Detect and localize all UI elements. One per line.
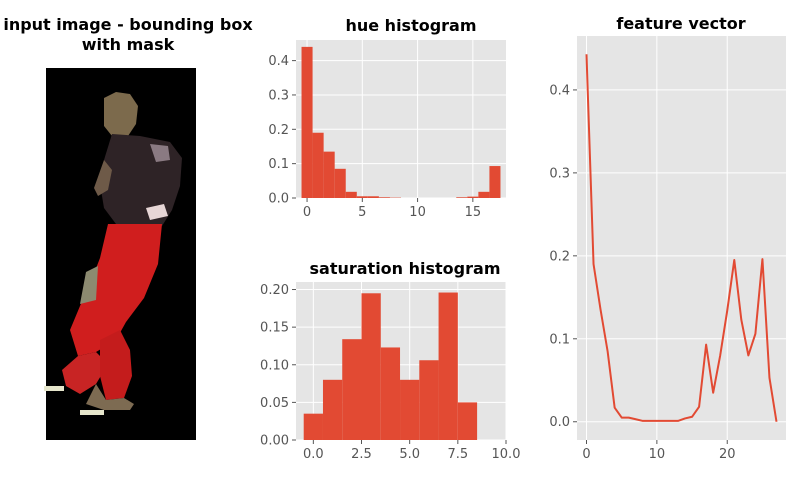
- hue-histogram-bar: [378, 197, 390, 198]
- saturation-histogram-bar: [380, 347, 401, 440]
- hue-histogram-ytick-label: 0.4: [268, 54, 289, 69]
- hue-histogram-bar: [301, 46, 313, 198]
- hue-histogram-title: hue histogram: [345, 16, 476, 35]
- hue-histogram-bar: [312, 132, 324, 198]
- feature-vector-ytick-label: 0.1: [549, 332, 570, 347]
- feature-vector-ticks: 0 10 20 0.0 0.1 0.2 0.3 0.4: [549, 83, 735, 462]
- saturation-histogram-bar: [303, 413, 323, 440]
- feature-vector-ytick-label: 0.0: [549, 415, 570, 430]
- feature-vector-grid: [577, 36, 786, 440]
- hue-histogram-xtick-label: 5: [358, 205, 366, 220]
- hue-histogram-bar: [456, 197, 468, 198]
- image-panel-title-line2: with mask: [82, 35, 175, 54]
- hue-histogram-ytick-label: 0.2: [268, 123, 289, 138]
- hue-histogram-bar: [489, 166, 501, 198]
- feature-vector-plot-area: [577, 36, 786, 440]
- feature-vector-ytick-label: 0.4: [549, 83, 570, 98]
- saturation-histogram-bar: [400, 379, 420, 440]
- saturation-histogram-ytick-label: 0.00: [260, 434, 289, 449]
- saturation-histogram-xtick-label: 10.0: [492, 447, 521, 462]
- saturation-histogram-bar: [342, 339, 362, 440]
- saturation-histogram-xtick-label: 2.5: [351, 447, 372, 462]
- hue-histogram-bars: [301, 46, 501, 198]
- hue-histogram-bar: [323, 151, 335, 198]
- saturation-histogram-bar: [457, 402, 478, 440]
- saturation-histogram-ytick-label: 0.15: [260, 321, 289, 336]
- hue-histogram-ticks: 0 5 10 15 0.0 0.1 0.2 0.3 0.4: [268, 54, 481, 220]
- saturation-histogram-bars: [303, 292, 478, 440]
- hue-histogram-bar: [467, 196, 479, 198]
- hue-histogram-bar: [356, 196, 368, 198]
- feature-vector-xtick-label: 20: [719, 447, 736, 462]
- feature-vector-line: [585, 54, 778, 422]
- hue-histogram-xtick-label: 10: [409, 205, 426, 220]
- saturation-histogram-xtick-label: 7.5: [447, 447, 468, 462]
- saturation-histogram-bar: [322, 379, 343, 440]
- hue-histogram-xtick-label: 0: [303, 205, 311, 220]
- feature-vector-ytick-label: 0.3: [549, 166, 570, 181]
- hue-histogram-ytick-label: 0.1: [268, 157, 289, 172]
- saturation-histogram-bar: [361, 293, 381, 440]
- hue-histogram-ytick-label: 0.0: [268, 192, 289, 207]
- image-panel-title-line1: input image - bounding box: [3, 15, 253, 34]
- feature-vector-series: [585, 54, 778, 422]
- hue-histogram-xtick-label: 15: [465, 205, 482, 220]
- feature-vector-xtick-label: 0: [582, 447, 590, 462]
- saturation-histogram-xtick-label: 0.0: [303, 447, 324, 462]
- saturation-histogram-ytick-label: 0.10: [260, 358, 289, 373]
- saturation-histogram-title: saturation histogram: [310, 259, 501, 278]
- hue-histogram-bar: [478, 191, 490, 198]
- hue-histogram-bar: [345, 191, 357, 198]
- hue-histogram-bar: [334, 168, 346, 198]
- hue-histogram-ytick-label: 0.3: [268, 88, 289, 103]
- saturation-histogram-ticks: 0.0 2.5 5.0 7.5 10.0 0.00 0.05 0.10 0.15 0.20: [260, 283, 520, 462]
- masked-player-image: [44, 68, 196, 440]
- saturation-histogram-ytick-label: 0.20: [260, 283, 289, 298]
- hue-histogram-bar: [367, 196, 379, 198]
- saturation-histogram-bar: [438, 292, 458, 440]
- feature-vector-title: feature vector: [616, 14, 745, 33]
- saturation-histogram-ytick-label: 0.05: [260, 396, 289, 411]
- saturation-histogram-bar: [419, 360, 439, 440]
- feature-vector-ytick-label: 0.2: [549, 249, 570, 264]
- saturation-histogram-xtick-label: 5.0: [399, 447, 420, 462]
- feature-vector-xtick-label: 10: [649, 447, 666, 462]
